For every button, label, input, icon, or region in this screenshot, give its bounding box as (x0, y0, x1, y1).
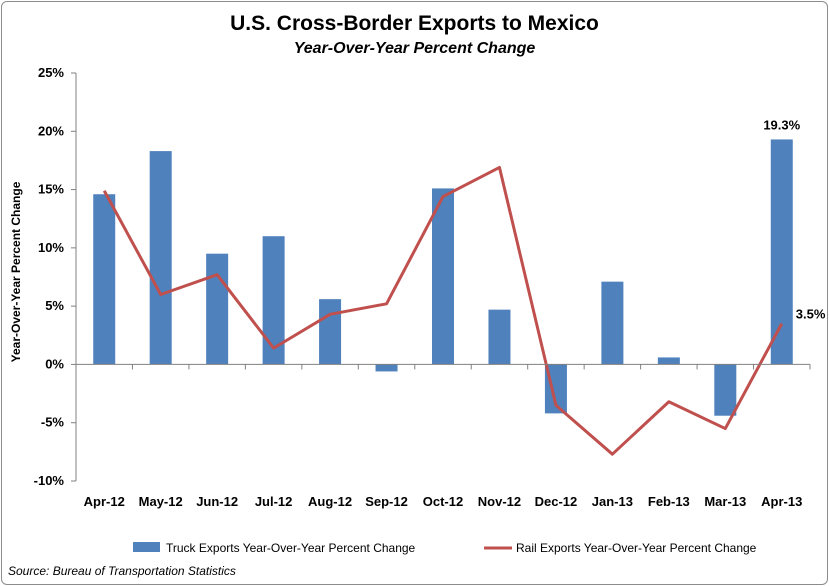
y-axis-title: Year-Over-Year Percent Change (9, 181, 23, 362)
data-label: 3.5% (796, 307, 826, 322)
x-tick-label: Aug-12 (308, 494, 352, 509)
legend: Truck Exports Year-Over-Year Percent Cha… (133, 541, 757, 555)
x-tick-label: Oct-12 (423, 494, 463, 509)
x-tick-label: Apr-12 (84, 494, 125, 509)
truck-bar (93, 194, 116, 365)
x-tick-label: Feb-13 (648, 494, 690, 509)
x-tick-label: Dec-12 (535, 494, 578, 509)
truck-bar (770, 139, 793, 365)
truck-bar (488, 309, 511, 365)
data-label: 19.3% (763, 117, 800, 132)
chart-title: U.S. Cross-Border Exports to Mexico (230, 12, 599, 35)
truck-bar (601, 281, 624, 365)
y-tick-label: 15% (38, 182, 64, 197)
truck-bar (714, 364, 737, 416)
legend-label-truck: Truck Exports Year-Over-Year Percent Cha… (166, 541, 416, 555)
y-tick-label: -10% (34, 473, 65, 488)
x-tick-label: Mar-13 (704, 494, 746, 509)
rail-line-series (102, 165, 784, 456)
truck-bar (206, 253, 229, 365)
x-tick-label: Jul-12 (255, 494, 293, 509)
x-tick-label: May-12 (139, 494, 183, 509)
truck-bar (432, 188, 454, 365)
x-tick-label: Nov-12 (478, 494, 521, 509)
truck-bar (657, 357, 680, 365)
chart-subtitle: Year-Over-Year Percent Change (293, 40, 536, 57)
y-tick-label: 25% (38, 65, 64, 80)
y-tick-label: 5% (45, 298, 64, 313)
x-tick-label: Jan-13 (592, 494, 633, 509)
y-tick-label: -5% (41, 415, 65, 430)
truck-bar (262, 236, 285, 365)
truck-bar (319, 299, 342, 365)
legend-label-rail: Rail Exports Year-Over-Year Percent Chan… (516, 541, 757, 555)
y-tick-label: 20% (38, 123, 64, 138)
legend-swatch-truck (133, 542, 160, 552)
source-note: Source: Bureau of Transportation Statist… (8, 564, 236, 578)
y-tick-label: 10% (38, 240, 64, 255)
truck-bar (149, 151, 172, 365)
x-tick-label: Sep-12 (365, 494, 408, 509)
truck-bars (93, 139, 793, 416)
data-labels: 19.3% 3.5% (763, 117, 826, 321)
truck-bar (375, 364, 398, 372)
y-tick-label: 0% (45, 356, 64, 371)
x-tick-label: Jun-12 (196, 494, 238, 509)
y-axis: 25% 20% 15% 10% 5% 0% -5% -10% (34, 65, 77, 488)
x-tick-label: Apr-13 (761, 494, 802, 509)
x-axis: Apr-12 May-12 Jun-12 Jul-12 Aug-12 Sep-12 Oct-… (75, 363, 811, 509)
